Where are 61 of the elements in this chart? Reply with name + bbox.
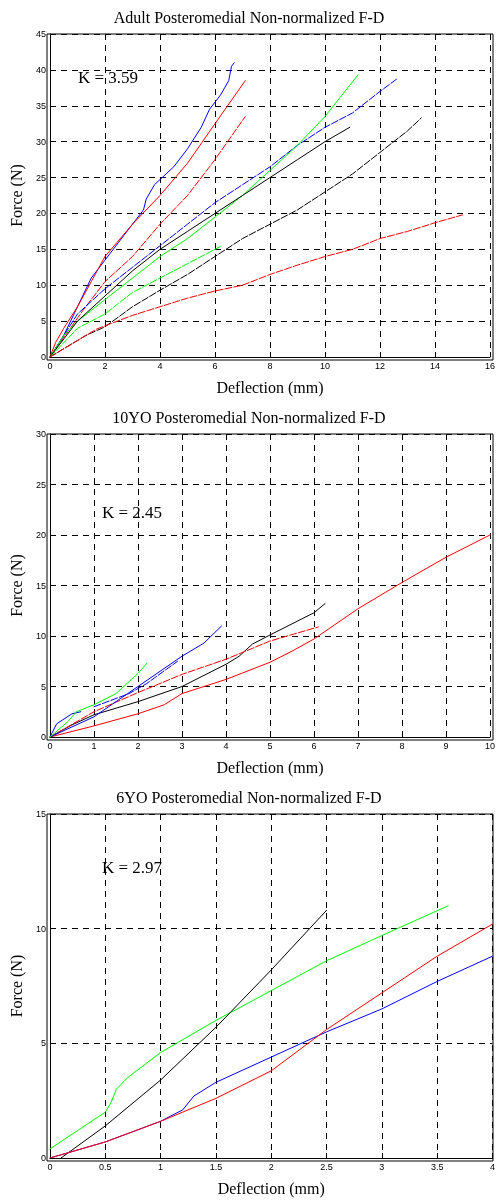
x-tick-label: 3: [379, 1161, 385, 1172]
x-tick-label: 2: [102, 360, 108, 371]
x-tick-label: 4: [489, 1161, 496, 1172]
x-tick-label: 14: [429, 360, 440, 371]
x-tick-label: 6: [311, 740, 317, 751]
y-tick-label: 45: [35, 29, 46, 39]
x-tick-label: 1.5: [209, 1161, 223, 1172]
y-tick-label: 10: [35, 631, 46, 641]
x-tick-label: 2: [268, 1161, 274, 1172]
x-tick-label: 0.5: [99, 1161, 112, 1172]
y-tick-label: 20: [35, 208, 46, 219]
x-tick-label: 2.5: [320, 1161, 333, 1172]
y-tick-label: 25: [35, 479, 46, 490]
chart-title: Adult Posteromedial Non-normalized F-D: [113, 8, 385, 26]
y-tick-label: 15: [35, 809, 46, 819]
y-tick-label: 25: [35, 172, 46, 183]
x-tick-label: 1: [91, 740, 97, 751]
y-tick-label: 30: [35, 136, 46, 147]
x-axis-title: Deflection (mm): [217, 1179, 325, 1198]
x-tick-label: 8: [267, 360, 273, 371]
x-axis-title: Deflection (mm): [216, 758, 324, 777]
x-tick-label: 10: [484, 740, 495, 751]
y-axis-title: Force (N): [7, 554, 26, 617]
y-tick-label: 40: [35, 64, 46, 75]
chart-title: 10YO Posteromedial Non-normalized F-D: [112, 408, 386, 426]
y-tick-label: 10: [35, 923, 46, 934]
x-tick-label: 1: [158, 1161, 164, 1172]
x-tick-label: 3.5: [430, 1161, 444, 1172]
x-tick-label: 0: [47, 1161, 53, 1172]
y-tick-label: 5: [40, 1038, 46, 1049]
y-tick-label: 0: [40, 1153, 46, 1163]
x-tick-label: 16: [484, 360, 495, 371]
x-tick-label: 2: [135, 740, 141, 751]
annotation: K = 2.45: [102, 503, 163, 522]
y-tick-label: 5: [40, 681, 46, 692]
x-tick-label: 8: [399, 740, 405, 751]
y-tick-label: 15: [35, 580, 46, 591]
y-axis-title: Force (N): [7, 954, 26, 1018]
x-tick-label: 5: [267, 740, 273, 751]
x-tick-label: 4: [223, 740, 229, 751]
x-tick-label: 7: [355, 740, 361, 751]
x-axis-title: Deflection (mm): [216, 378, 324, 397]
y-tick-label: 15: [35, 244, 46, 255]
x-tick-label: 9: [443, 740, 449, 751]
chart-title: 6YO Posteromedial Non-normalized F-D: [116, 788, 382, 806]
y-tick-label: 5: [40, 316, 46, 327]
x-tick-label: 0: [47, 360, 53, 371]
x-tick-label: 6: [212, 360, 218, 371]
x-tick-label: 4: [157, 360, 163, 371]
x-tick-label: 10: [319, 360, 330, 371]
y-tick-label: 0: [40, 352, 46, 362]
y-tick-label: 10: [35, 280, 46, 291]
y-tick-label: 30: [35, 429, 46, 439]
y-tick-label: 20: [35, 530, 46, 540]
annotation: K = 3.59: [78, 68, 139, 87]
y-tick-label: 35: [35, 100, 46, 111]
x-tick-label: 12: [374, 360, 385, 371]
x-tick-label: 0: [47, 740, 53, 751]
x-tick-label: 3: [179, 740, 185, 751]
y-tick-label: 0: [40, 732, 46, 742]
y-axis-title: Force (N): [7, 164, 26, 227]
